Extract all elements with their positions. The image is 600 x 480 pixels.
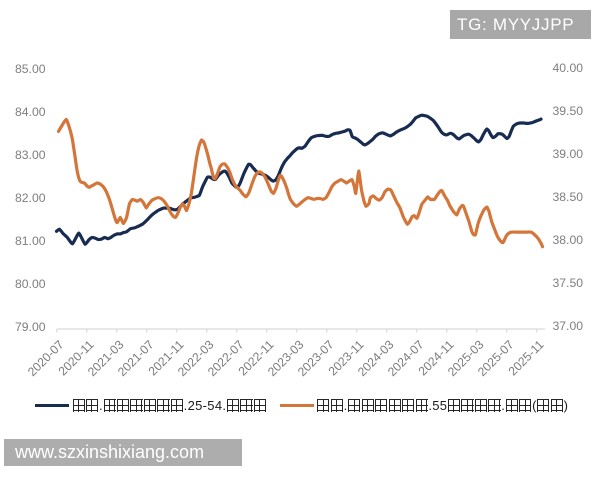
svg-text:83.00: 83.00 — [15, 148, 46, 162]
svg-text:37.00: 37.00 — [553, 319, 584, 333]
svg-text:81.00: 81.00 — [15, 234, 46, 248]
svg-text:84.00: 84.00 — [15, 105, 46, 119]
svg-text:85.00: 85.00 — [15, 62, 46, 76]
svg-text:79.00: 79.00 — [15, 320, 46, 334]
svg-text:39.00: 39.00 — [553, 147, 584, 161]
svg-text:37.50: 37.50 — [553, 276, 584, 290]
svg-text:38.00: 38.00 — [553, 233, 584, 247]
svg-text:82.00: 82.00 — [15, 191, 46, 205]
svg-text:40.00: 40.00 — [553, 61, 584, 75]
svg-text:38.50: 38.50 — [553, 190, 584, 204]
svg-text:39.50: 39.50 — [553, 104, 584, 118]
svg-text:80.00: 80.00 — [15, 277, 46, 291]
